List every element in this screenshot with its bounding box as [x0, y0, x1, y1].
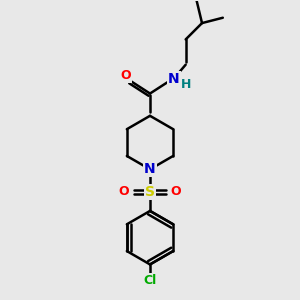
Text: N: N	[168, 72, 180, 86]
Text: H: H	[182, 77, 192, 91]
Text: Cl: Cl	[143, 274, 157, 287]
Text: O: O	[120, 69, 130, 82]
Text: O: O	[118, 185, 129, 198]
Text: O: O	[171, 185, 182, 198]
Text: N: N	[144, 162, 156, 176]
Text: N: N	[144, 162, 156, 176]
Text: S: S	[145, 184, 155, 199]
